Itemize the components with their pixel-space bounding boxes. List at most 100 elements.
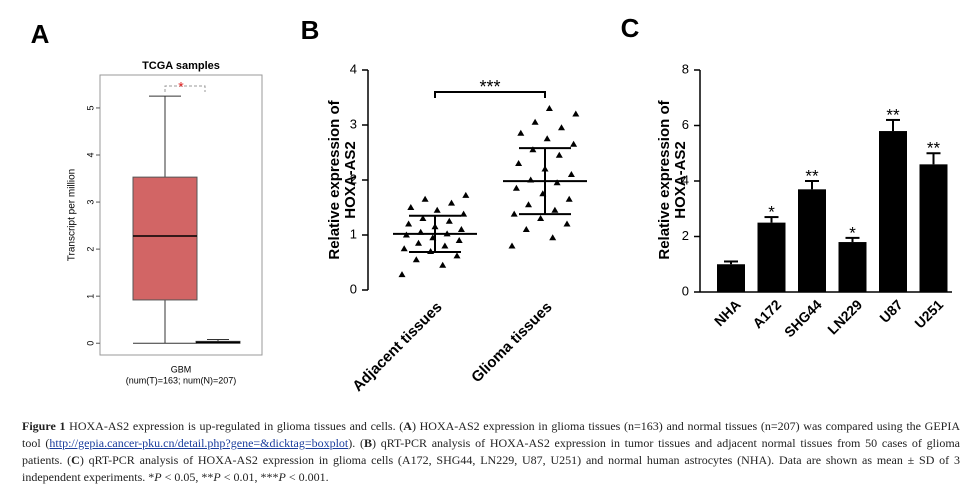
caption-text: Figure 1 (22, 419, 66, 433)
data-point (439, 261, 447, 268)
plot-frame (99, 74, 263, 356)
bracket (164, 85, 206, 92)
y-axis-label: HOXA-AS2 (672, 141, 689, 219)
x-tick-label: Adjacent tissues (349, 299, 445, 395)
panel-label: C (621, 13, 640, 43)
data-point (522, 226, 530, 232)
data-point (405, 220, 413, 227)
y-axis-label: HOXA-AS2 (342, 141, 359, 219)
y-tick-label: 8 (682, 61, 689, 76)
caption-text: ) HOXA-AS2 expression in glioma tissues … (22, 419, 960, 450)
caption-text: ) qRT-PCR analysis of HOXA-AS2 expressio… (22, 453, 960, 484)
y-axis-label: Relative expression of (656, 99, 673, 259)
box (132, 176, 198, 301)
caption-text: A (403, 419, 412, 433)
y-tick-label: 0 (682, 283, 689, 298)
x-tick-label: U87 (876, 296, 906, 326)
y-tick-label: 3 (85, 200, 95, 205)
x-tick-label: A172 (749, 296, 784, 331)
significance: ** (927, 139, 941, 158)
significance: * (768, 203, 775, 222)
bar (757, 222, 786, 292)
data-point (508, 242, 516, 249)
significance: * (178, 79, 184, 95)
bar (798, 189, 826, 292)
x-tick-label: NHA (711, 296, 744, 329)
data-point (558, 124, 565, 131)
data-point (433, 206, 441, 213)
caption: Figure 1 HOXA-AS2 expression is up-regul… (22, 418, 960, 486)
bracket (434, 91, 546, 98)
y-tick-label: 3 (350, 116, 357, 131)
data-point (570, 140, 578, 147)
y-axis-label: Transcript per million (67, 169, 78, 261)
data-point (543, 135, 551, 142)
x-tick-label: Glioma tissues (468, 299, 555, 386)
data-point (567, 171, 575, 177)
y-tick-label: 0 (350, 281, 357, 296)
caption-text: C (71, 453, 80, 467)
panel-label: B (301, 15, 320, 45)
data-point (537, 215, 545, 221)
y-tick-label: 0 (85, 341, 95, 346)
caption-link[interactable]: http://gepia.cancer-pku.cn/detail.php?ge… (49, 436, 349, 450)
y-tick-label: 6 (682, 117, 689, 132)
data-point (512, 184, 520, 191)
y-tick-label: 2 (682, 228, 689, 243)
data-point (453, 252, 461, 259)
data-point (415, 239, 422, 246)
data-point (517, 129, 525, 136)
y-tick-label: 1 (85, 294, 95, 299)
y-tick-label: 2 (85, 247, 95, 252)
y-tick-label: 1 (350, 226, 357, 241)
data-point (421, 195, 429, 202)
caption-text: ). ( (348, 436, 365, 450)
data-point (407, 204, 415, 210)
data-point (531, 118, 539, 125)
data-point (400, 245, 408, 252)
y-tick-label: 4 (85, 152, 95, 157)
y-tick-label: 5 (85, 105, 95, 110)
data-point (419, 215, 427, 221)
panel-label: A (31, 19, 50, 49)
data-point (572, 110, 580, 117)
caption-text: < 0.05, ** (161, 470, 214, 484)
data-point (529, 146, 537, 153)
x-tick-label: SHG44 (781, 296, 825, 340)
data-point (462, 191, 470, 198)
chart-title: TCGA samples (142, 60, 220, 72)
x-axis-label: GBM (171, 364, 192, 374)
y-tick-label: 4 (682, 172, 689, 187)
data-point (445, 217, 453, 224)
bar (879, 131, 907, 292)
bar (838, 242, 867, 292)
significance: * (849, 223, 856, 242)
caption-text: HOXA-AS2 expression is up-regulated in g… (65, 419, 404, 433)
x-axis-note: (num(T)=163; num(N)=207) (126, 375, 237, 385)
data-point (565, 195, 573, 202)
significance: ** (805, 166, 819, 185)
data-point (448, 199, 455, 206)
y-tick-label: 2 (350, 171, 357, 186)
x-tick-label: U251 (911, 296, 946, 331)
x-tick-label: LN229 (824, 296, 865, 337)
figure: A B C TCGA samples 0 1 2 3 4 5 Transcript per m… (31, 13, 952, 395)
data-point (398, 271, 406, 278)
caption-text: P (278, 470, 286, 484)
data-point (555, 151, 563, 158)
significance: ** (886, 105, 900, 124)
data-point (553, 179, 561, 186)
y-tick-label: 4 (350, 61, 357, 76)
data-point (563, 220, 571, 227)
caption-text: P (154, 470, 162, 484)
caption-text: B (364, 436, 373, 450)
data-point (510, 210, 518, 217)
data-point (457, 226, 465, 232)
data-point (427, 248, 435, 254)
bar (717, 264, 745, 292)
bar (919, 164, 948, 292)
data-point (460, 210, 468, 217)
data-point (549, 234, 557, 241)
caption-text: < 0.01, *** (220, 470, 279, 484)
